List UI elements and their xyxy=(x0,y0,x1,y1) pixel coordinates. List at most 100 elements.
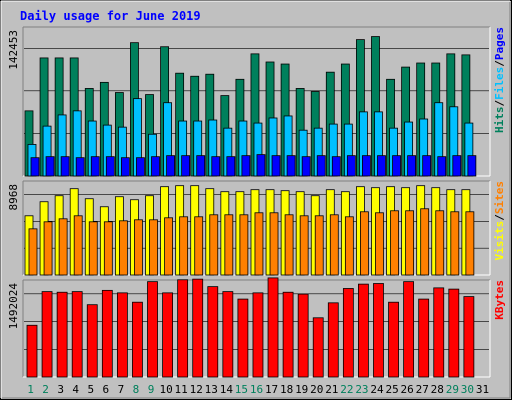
bar-kbytes-day-24 xyxy=(373,283,384,378)
bar-sites-day-24 xyxy=(375,212,384,276)
bar-kbytes-day-11 xyxy=(177,279,189,378)
day-label-24: 24 xyxy=(370,383,384,396)
day-label-10: 10 xyxy=(159,383,172,396)
bar-pages-day-8 xyxy=(136,157,145,177)
bar-sites-day-4 xyxy=(73,215,83,276)
bar-kbytes-day-12 xyxy=(192,278,204,378)
bar-kbytes-day-8 xyxy=(132,301,143,378)
legend-entry: Files xyxy=(493,67,506,100)
bar-pages-day-12 xyxy=(196,155,206,177)
panel-visits_sites-legend: Visits/Sites xyxy=(493,181,506,261)
legend-entry: / xyxy=(493,214,506,221)
bar-kbytes-day-9 xyxy=(147,281,158,378)
bar-sites-day-23 xyxy=(360,211,369,276)
bar-pages-day-18 xyxy=(286,155,296,177)
day-label-1: 1 xyxy=(27,383,34,396)
bar-pages-day-27 xyxy=(422,155,432,177)
bar-kbytes-day-25 xyxy=(388,301,399,378)
bar-pages-day-24 xyxy=(377,155,386,177)
bar-pages-day-5 xyxy=(90,156,100,177)
legend-entry: Sites xyxy=(493,181,506,214)
bar-pages-day-14 xyxy=(226,156,236,177)
panel-kbytes-legend: KBytes xyxy=(493,280,506,320)
bar-pages-day-19 xyxy=(301,156,311,177)
legend-entry: KBytes xyxy=(493,280,506,320)
bar-pages-day-15 xyxy=(241,155,251,177)
bar-pages-day-6 xyxy=(105,156,115,177)
bar-kbytes-day-6 xyxy=(101,289,113,378)
bar-sites-day-18 xyxy=(284,214,294,276)
day-label-12: 12 xyxy=(190,383,203,396)
day-label-28: 28 xyxy=(431,383,444,396)
bar-kbytes-day-30 xyxy=(463,296,475,378)
bar-sites-day-5 xyxy=(88,221,98,276)
bar-pages-day-3 xyxy=(60,156,70,177)
bar-sites-day-27 xyxy=(420,208,430,276)
bar-sites-day-1 xyxy=(28,228,38,276)
bar-pages-day-9 xyxy=(151,156,160,177)
bar-sites-day-19 xyxy=(299,215,309,276)
day-label-31: 31 xyxy=(476,383,489,396)
bar-pages-day-16 xyxy=(256,154,266,177)
day-label-8: 8 xyxy=(133,383,140,396)
legend-entry: / xyxy=(493,60,506,67)
bar-sites-day-17 xyxy=(269,212,279,276)
bar-kbytes-day-27 xyxy=(418,298,430,378)
bar-sites-day-21 xyxy=(329,214,339,276)
bar-kbytes-day-1 xyxy=(26,324,38,378)
legend-entry: Pages xyxy=(493,27,506,60)
bar-sites-day-29 xyxy=(450,211,460,276)
day-label-21: 21 xyxy=(325,383,338,396)
day-label-14: 14 xyxy=(220,383,234,396)
bar-sites-day-15 xyxy=(239,214,249,276)
bar-sites-day-8 xyxy=(134,219,143,276)
bar-sites-day-7 xyxy=(118,220,128,276)
bar-pages-day-28 xyxy=(437,156,447,177)
bar-kbytes-day-21 xyxy=(327,302,339,378)
bar-pages-day-22 xyxy=(346,155,356,177)
day-label-22: 22 xyxy=(340,383,353,396)
bar-pages-day-11 xyxy=(181,155,191,177)
day-label-27: 27 xyxy=(416,383,429,396)
bar-sites-day-16 xyxy=(254,212,264,276)
bar-pages-day-23 xyxy=(362,155,371,177)
day-label-4: 4 xyxy=(72,383,79,396)
bar-kbytes-day-4 xyxy=(71,291,83,378)
bar-kbytes-day-23 xyxy=(358,283,369,378)
bar-sites-day-28 xyxy=(435,210,445,276)
bar-pages-day-30 xyxy=(467,155,477,177)
bar-sites-day-11 xyxy=(179,216,189,276)
day-label-13: 13 xyxy=(205,383,218,396)
bar-kbytes-day-3 xyxy=(56,291,68,378)
bar-pages-day-26 xyxy=(407,155,417,177)
day-label-5: 5 xyxy=(87,383,94,396)
day-label-7: 7 xyxy=(118,383,125,396)
bar-sites-day-22 xyxy=(344,216,354,276)
bar-kbytes-day-20 xyxy=(312,317,324,378)
bar-kbytes-day-16 xyxy=(252,292,264,378)
bar-pages-day-13 xyxy=(211,156,221,177)
day-label-18: 18 xyxy=(280,383,293,396)
bar-sites-day-26 xyxy=(405,210,415,276)
bar-sites-day-12 xyxy=(194,216,204,276)
bar-pages-day-1 xyxy=(30,157,40,177)
bar-sites-day-25 xyxy=(390,210,399,276)
bar-sites-day-3 xyxy=(58,218,68,276)
day-label-20: 20 xyxy=(310,383,323,396)
bar-pages-day-10 xyxy=(166,155,175,177)
day-label-19: 19 xyxy=(295,383,308,396)
day-label-29: 29 xyxy=(446,383,459,396)
bar-kbytes-day-17 xyxy=(267,277,279,378)
day-label-26: 26 xyxy=(401,383,414,396)
bar-pages-day-17 xyxy=(271,155,281,177)
bar-kbytes-day-26 xyxy=(403,281,415,378)
day-label-16: 16 xyxy=(250,383,263,396)
day-label-30: 30 xyxy=(461,383,474,396)
bar-kbytes-day-19 xyxy=(297,293,309,378)
bar-kbytes-day-13 xyxy=(207,286,219,378)
legend-entry: / xyxy=(493,100,506,107)
bar-kbytes-day-7 xyxy=(116,292,128,378)
day-label-15: 15 xyxy=(235,383,248,396)
bar-kbytes-day-15 xyxy=(237,298,249,378)
